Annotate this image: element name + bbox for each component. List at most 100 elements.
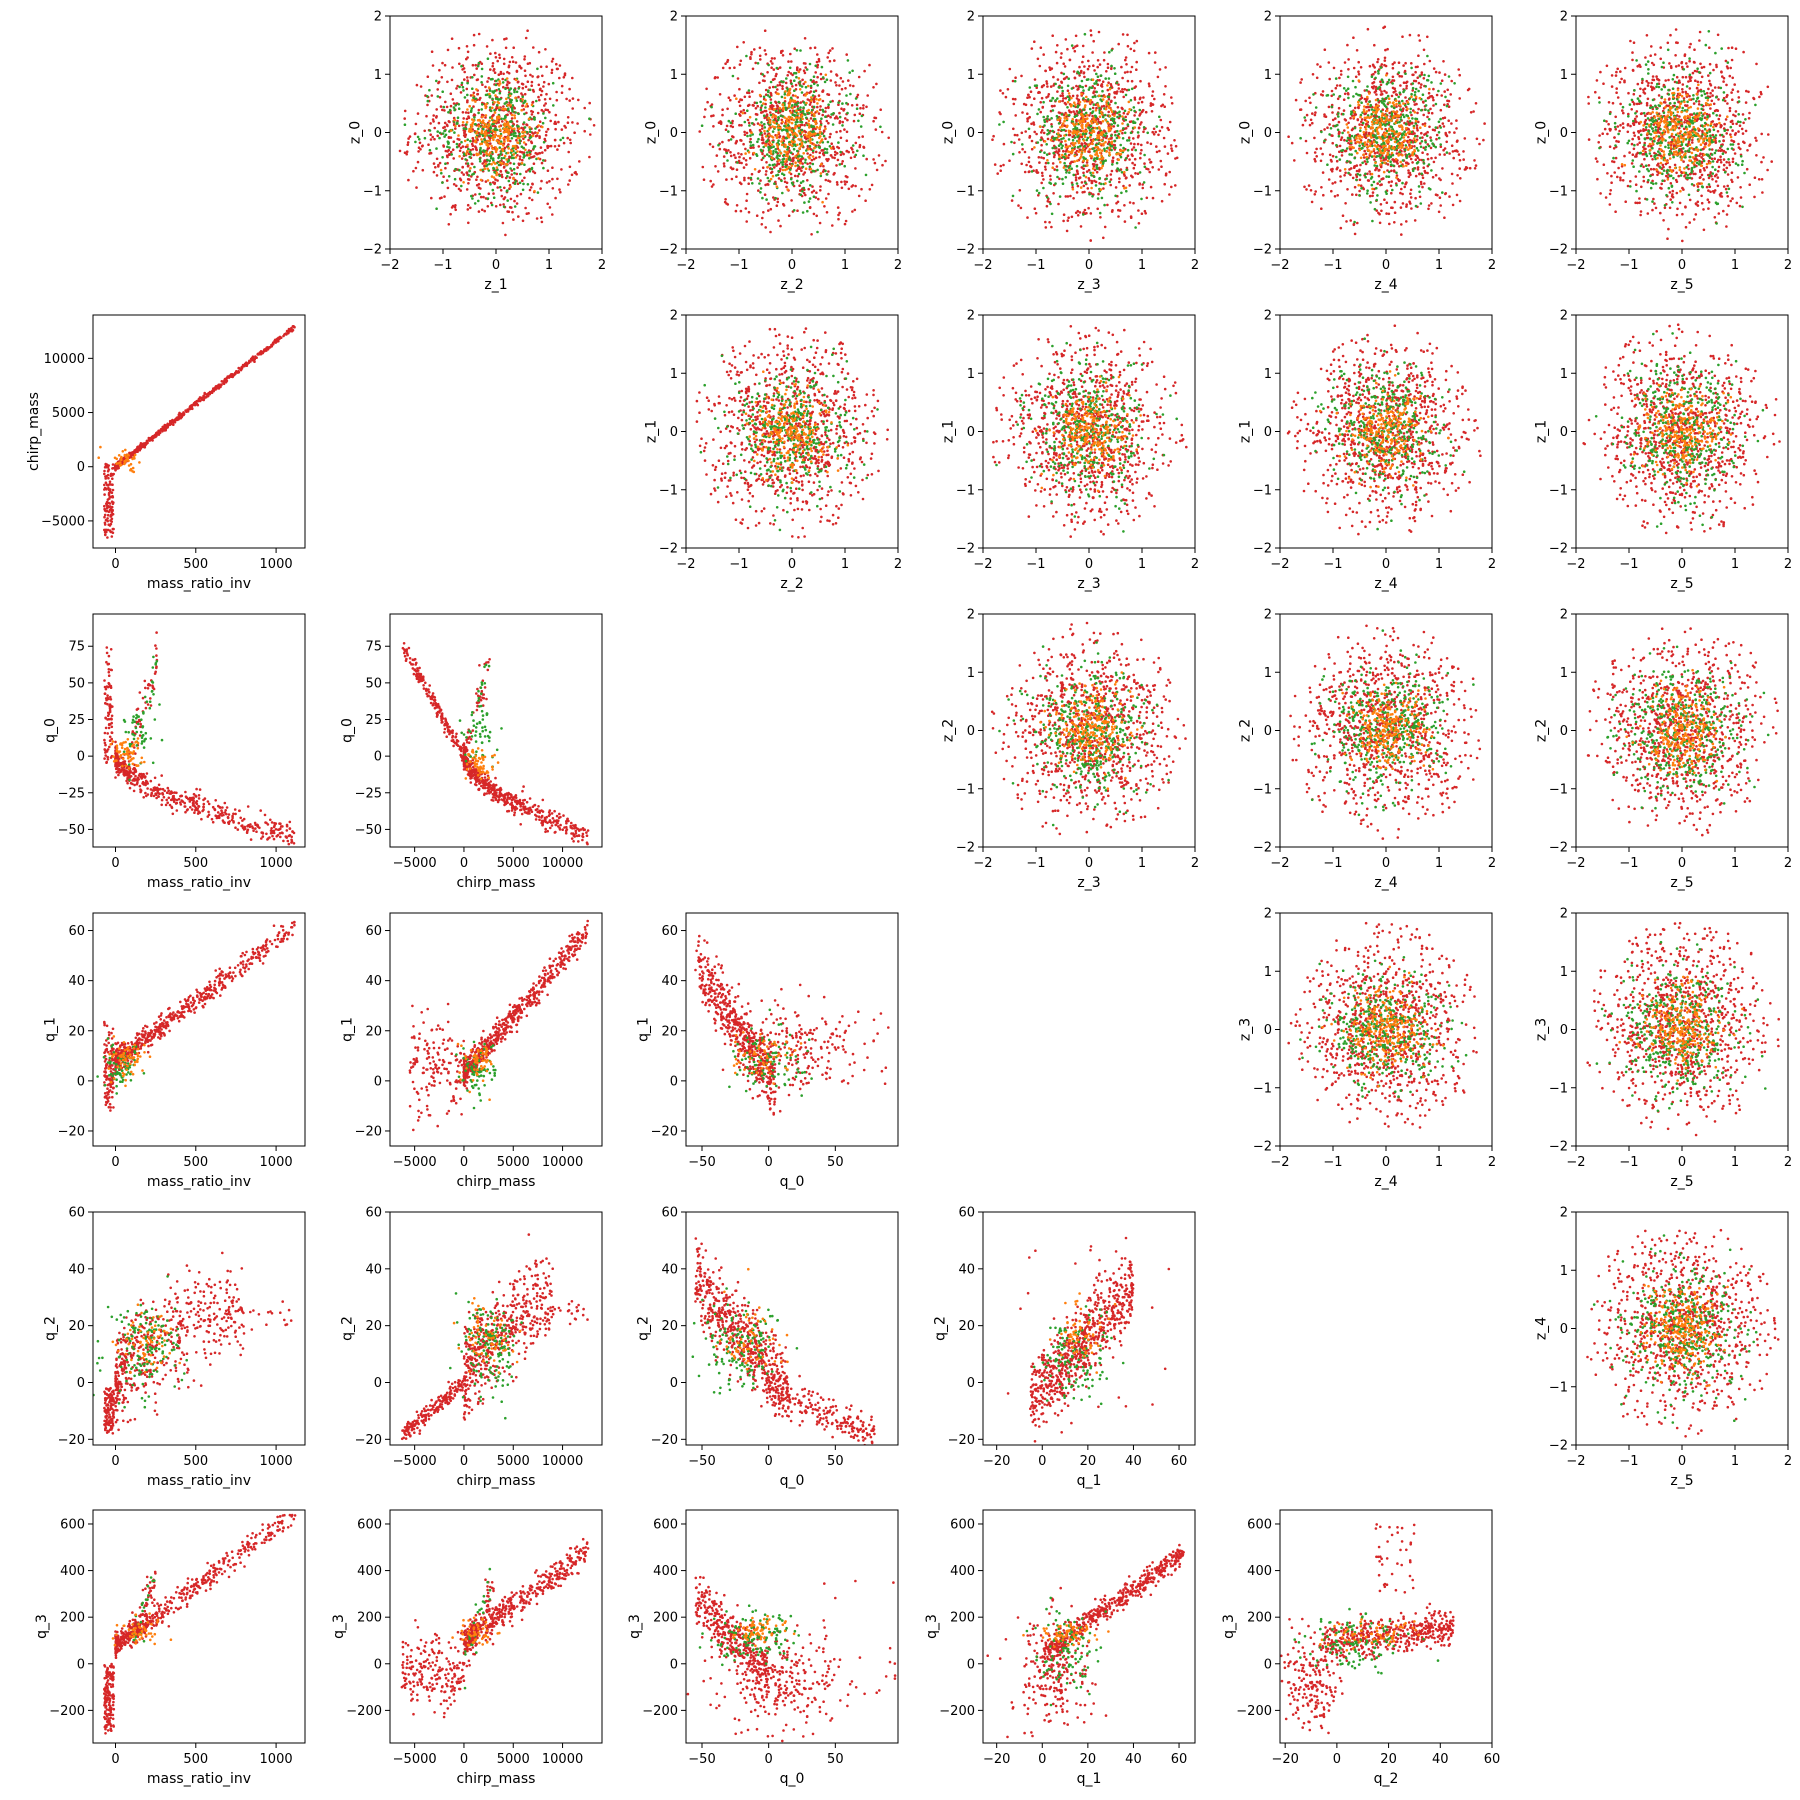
scatter-point [773,163,776,166]
scatter-point [746,91,749,94]
scatter-point [1158,149,1161,153]
scatter-point [1080,92,1083,96]
scatter-point [430,196,433,200]
scatter-point [514,134,518,138]
scatter-point [1050,104,1054,108]
scatter-point [1099,98,1102,101]
scatter-point [521,188,525,192]
scatter-point [1075,84,1078,88]
scatter-point [1026,216,1029,219]
scatter-point [1117,215,1120,218]
scatter-point [738,113,741,116]
scatter-point [738,123,741,127]
scatter-point [761,156,765,160]
scatter-point [809,161,812,165]
scatter-point [533,189,536,193]
scatter-point [523,58,526,61]
scatter-point [872,119,875,123]
scatter-point [831,145,835,149]
scatter-point [1016,133,1019,137]
scatter-point [1072,46,1075,50]
scatter-point [1028,86,1032,89]
scatter-point [1070,160,1073,164]
scatter-point [757,145,761,148]
scatter-point [495,173,498,177]
scatter-point [1013,79,1017,83]
scatter-point [475,152,479,156]
scatter-point [1124,115,1127,119]
scatter-point [457,46,461,50]
scatter-point [738,181,742,184]
scatter-point [746,109,749,112]
scatter-point [421,168,425,172]
scatter-point [428,129,432,132]
scatter-point [512,218,515,221]
scatter-point [1137,209,1140,212]
scatter-point [566,121,570,124]
scatter-point [786,188,789,191]
scatter-point [419,85,423,88]
scatter-point [712,114,715,117]
scatter-point [744,159,748,162]
scatter-point [1331,182,1334,185]
scatter-point [785,165,788,168]
scatter-point [732,153,736,157]
scatter-point [469,94,473,97]
scatter-point [1089,98,1093,102]
scatter-point [1133,114,1136,117]
scatter-point [505,97,508,101]
scatter-point [539,93,543,97]
y-tick-label: −2 [956,243,975,258]
scatter-point [1067,77,1070,80]
scatter-point [1095,72,1098,76]
scatter-point [1419,142,1422,145]
scatter-point [1066,106,1069,109]
scatter-point [1154,51,1157,54]
scatter-point [855,107,859,110]
scatter-point [1110,49,1113,52]
scatter-point [781,137,784,140]
scatter-point [1113,72,1117,75]
scatter-point [1351,193,1354,196]
scatter-point [1114,186,1118,189]
scatter-point [1030,170,1034,173]
scatter-point [528,150,532,154]
scatter-point [457,124,461,128]
scatter-point [466,203,470,207]
scatter-point [1058,195,1062,198]
scatter-point [1353,232,1357,236]
scatter-point [759,100,762,104]
scatter-point [517,136,521,140]
scatter-point [743,133,747,136]
scatter-point [1114,101,1117,105]
scatter-point [1462,158,1465,161]
scatter-point [721,66,725,70]
scatter-point [1085,161,1089,164]
x-tick-label: 2 [1191,258,1199,273]
y-tick-label: −1 [956,184,975,199]
scatter-point [776,197,779,201]
scatter-point [509,87,513,90]
scatter-point [406,143,410,146]
scatter-point [1012,102,1016,106]
scatter-point [525,111,528,115]
scatter-point [792,147,796,151]
scatter-point [1027,127,1031,131]
scatter-point [776,88,779,91]
scatter-point [865,157,868,161]
scatter-point [1129,47,1133,51]
scatter-point [477,186,481,189]
scatter-point [791,73,794,77]
scatter-point [1085,170,1089,173]
scatter-point [786,145,790,149]
scatter-point [531,134,535,138]
scatter-point [1056,175,1059,179]
scatter-point [770,57,774,60]
scatter-point [1130,87,1134,91]
scatter-point [838,84,841,87]
scatter-point [1409,196,1413,199]
scatter-point [1051,162,1055,165]
scatter-point [432,170,436,174]
